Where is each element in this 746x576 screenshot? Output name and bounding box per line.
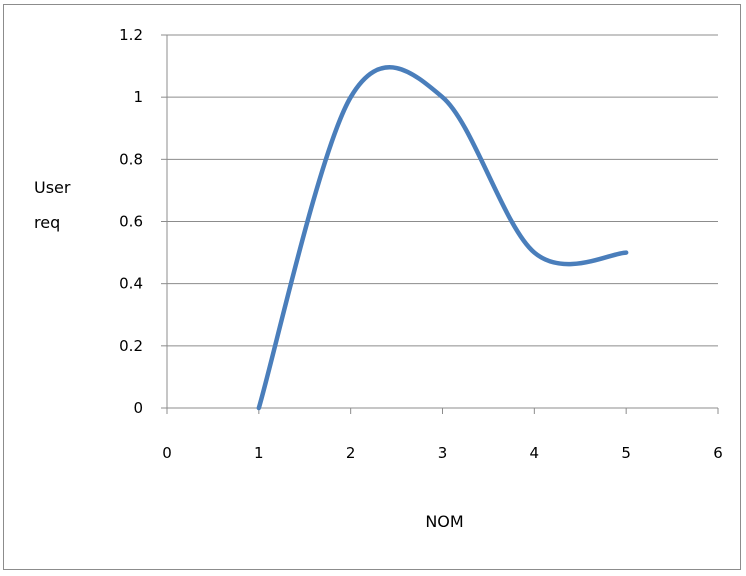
- y-tick-label: 1: [133, 88, 143, 106]
- y-axis-title-line: req: [34, 213, 60, 232]
- labels: 0 0.2 0.4 0.6 0.8 1 1.2 0 1 2 3 4 5 6 NOM User req: [34, 26, 723, 531]
- y-tick-label: 0: [133, 399, 143, 417]
- y-axis-title-line: User: [34, 178, 71, 197]
- x-tick-label: 3: [438, 444, 448, 462]
- y-tick-label: 0.6: [119, 213, 143, 231]
- y-tick-label: 1.2: [119, 26, 143, 44]
- x-tick-label: 4: [530, 444, 540, 462]
- x-axis-title: NOM: [425, 512, 463, 531]
- y-tick-label: 0.2: [119, 337, 143, 355]
- x-tick-label: 1: [254, 444, 264, 462]
- y-tick-label: 0.4: [119, 275, 143, 293]
- axes: [161, 34, 719, 414]
- x-tick-label: 2: [346, 444, 356, 462]
- chart-frame: [3, 4, 741, 570]
- series-layer: [256, 65, 629, 411]
- gridlines: [167, 34, 718, 347]
- series-line: [256, 65, 629, 411]
- x-tick-label: 6: [713, 444, 723, 462]
- x-tick-label: 5: [621, 444, 631, 462]
- x-tick-label: 0: [162, 444, 172, 462]
- y-tick-label: 0.8: [119, 150, 143, 168]
